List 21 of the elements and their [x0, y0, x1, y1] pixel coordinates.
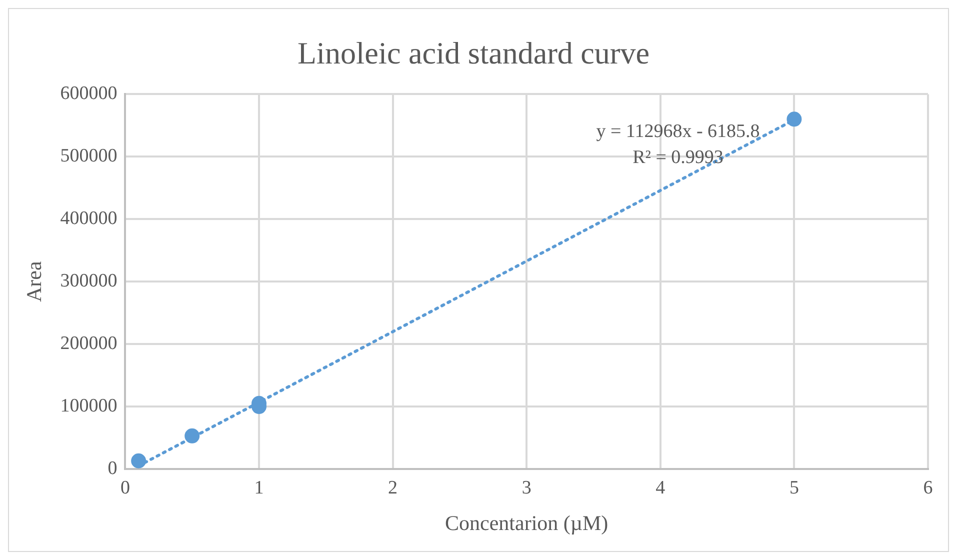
y-tick-label: 100000 [60, 396, 118, 417]
x-tick-label: 6 [923, 477, 933, 498]
y-tick-label: 600000 [60, 83, 118, 104]
x-tick-label: 5 [789, 477, 799, 498]
x-tick-label: 4 [656, 477, 666, 498]
point [131, 453, 146, 468]
y-tick-label: 500000 [60, 146, 118, 167]
chart-title: Linoleic acid standard curve [297, 36, 650, 71]
point [184, 428, 200, 444]
y-tick-label: 0 [108, 458, 118, 479]
y-axis-title: Area [22, 260, 46, 302]
y-tick-label: 300000 [60, 270, 118, 292]
annotation: R² = 0.9993 [632, 147, 724, 168]
x-axis-title: Concentarion (µM) [445, 510, 608, 535]
point [786, 112, 802, 127]
y-tick-label: 200000 [60, 333, 118, 354]
y-tick-label: 400000 [60, 208, 118, 230]
x-tick-label: 1 [254, 477, 264, 498]
x-tick-label: 2 [388, 477, 398, 498]
x-tick-label: 3 [522, 477, 532, 498]
annotation: y = 112968x - 6185.8 [596, 121, 760, 142]
